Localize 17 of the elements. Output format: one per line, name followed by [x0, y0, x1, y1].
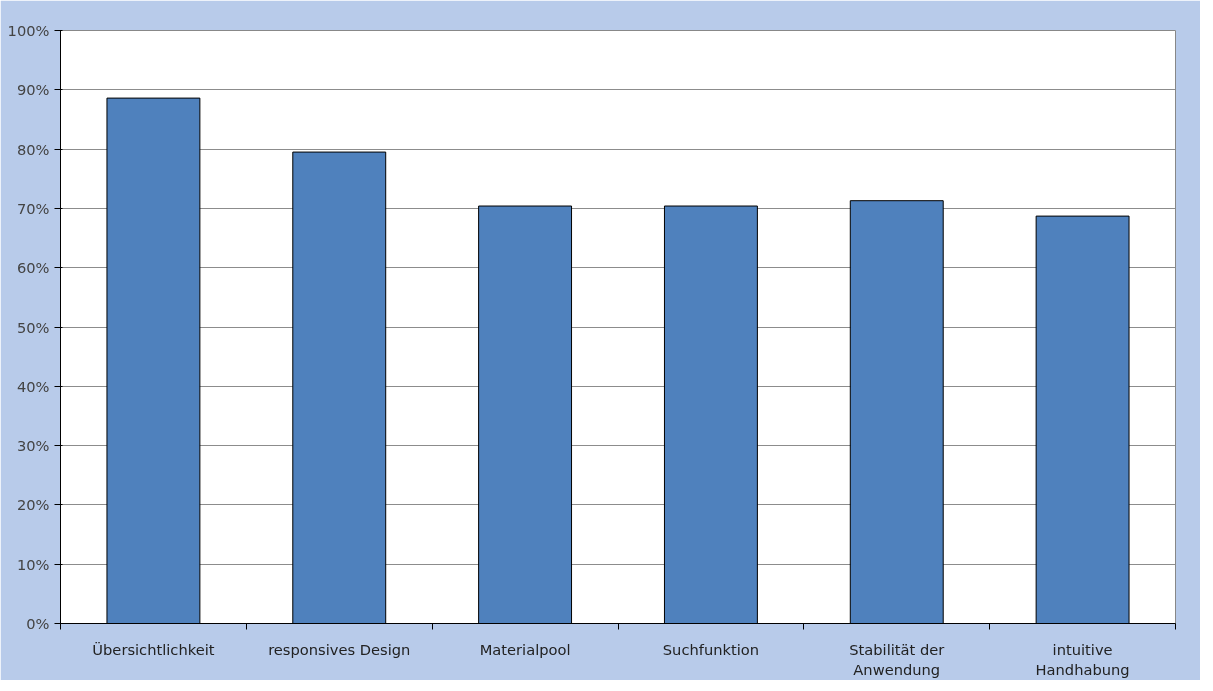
- x-tick-label: Stabilität der Anwendung: [849, 640, 946, 678]
- y-tick-label: 100%: [7, 22, 50, 39]
- x-tick-label: Materialpool: [479, 640, 571, 658]
- y-tick-label: 0%: [26, 615, 50, 632]
- y-tick-label: 90%: [16, 81, 50, 99]
- x-tick-label: responsives Design: [268, 640, 411, 658]
- y-tick-label: 10%: [16, 555, 50, 573]
- y-tick-label: 30%: [16, 437, 50, 455]
- y-tick-label: 20%: [16, 496, 50, 514]
- x-tick-label: intuitive Handhabung: [1035, 640, 1130, 678]
- y-tick-label: 80%: [16, 140, 50, 158]
- x-tick-label: Suchfunktion: [662, 640, 760, 658]
- y-tick-label: 50%: [16, 318, 50, 336]
- y-tick-label: 40%: [16, 377, 50, 395]
- y-tick-label: 70%: [16, 199, 50, 217]
- y-tick-label: 60%: [16, 259, 50, 277]
- x-tick-label: Übersichtlichkeit: [92, 640, 215, 658]
